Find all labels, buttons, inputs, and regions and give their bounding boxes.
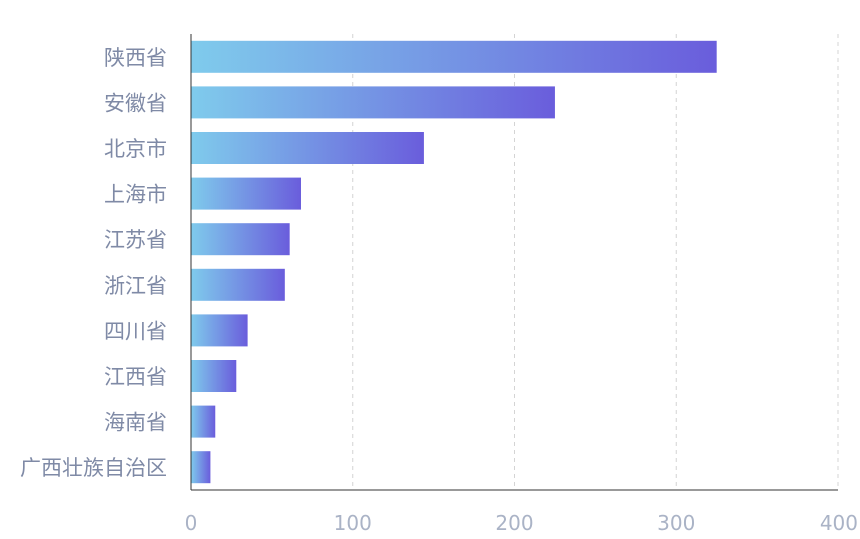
- y-category-label: 浙江省: [104, 274, 167, 298]
- y-category-label: 江西省: [104, 365, 167, 389]
- bars: [191, 40, 717, 484]
- bar: [191, 132, 424, 164]
- y-category-label: 上海市: [104, 183, 167, 207]
- bar: [191, 360, 237, 392]
- bar: [191, 40, 717, 73]
- bar: [191, 451, 211, 484]
- y-category-label: 安徽省: [104, 91, 167, 115]
- x-axis-labels: 0 100 200 300 400: [185, 511, 858, 535]
- y-category-label: 北京市: [104, 137, 167, 161]
- y-category-label: 四川省: [104, 319, 167, 343]
- y-category-label: 海南省: [104, 411, 167, 435]
- bar: [191, 314, 248, 347]
- x-tick-label: 100: [334, 511, 372, 535]
- y-category-label: 广西壮族自治区: [20, 456, 167, 480]
- y-category-label: 江苏省: [104, 228, 167, 252]
- bar: [191, 223, 290, 256]
- x-tick-label: 300: [657, 511, 695, 535]
- bar: [191, 268, 285, 301]
- x-tick-label: 0: [185, 511, 198, 535]
- bar: [191, 177, 301, 210]
- bar: [191, 405, 216, 438]
- x-tick-label: 400: [820, 511, 858, 535]
- y-category-label: 陕西省: [104, 46, 167, 70]
- x-tick-label: 200: [495, 511, 533, 535]
- bar: [191, 86, 555, 119]
